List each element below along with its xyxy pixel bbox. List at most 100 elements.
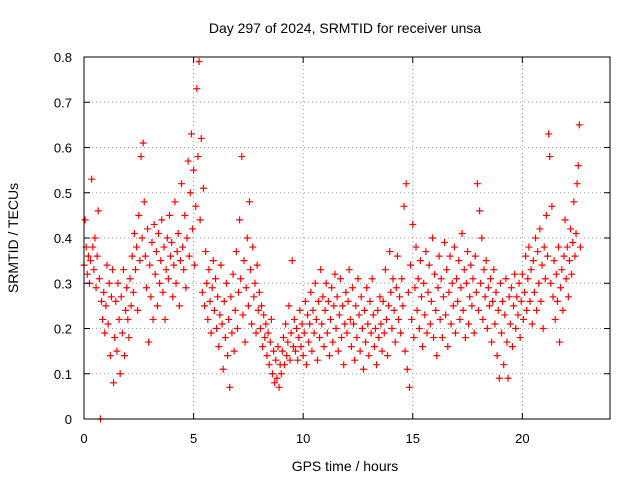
data-point: [258, 302, 266, 310]
data-point: [363, 284, 371, 292]
data-point: [477, 279, 485, 287]
data-point: [254, 306, 262, 314]
data-point: [513, 293, 521, 301]
data-point: [331, 270, 339, 278]
data-point: [268, 370, 276, 378]
y-axis-label: SRMTID / TECUs: [5, 183, 21, 293]
data-point: [308, 347, 316, 355]
data-point: [399, 302, 407, 310]
data-point: [423, 329, 431, 337]
data-point: [369, 311, 377, 319]
data-point: [87, 257, 95, 265]
data-point: [338, 334, 346, 342]
data-point: [89, 243, 97, 251]
data-point: [444, 343, 452, 351]
data-point: [225, 315, 233, 323]
data-point: [421, 311, 429, 319]
data-point: [451, 329, 459, 337]
data-point: [255, 288, 263, 296]
data-point: [171, 198, 179, 206]
data-point: [473, 180, 481, 188]
data-point: [158, 216, 166, 224]
data-point: [410, 334, 418, 342]
data-point: [411, 284, 419, 292]
data-point: [386, 248, 394, 256]
data-point: [192, 202, 200, 210]
data-point: [306, 320, 314, 328]
data-point: [374, 306, 382, 314]
data-point: [462, 279, 470, 287]
data-point: [210, 306, 218, 314]
data-point: [212, 275, 219, 283]
data-point: [435, 252, 443, 260]
data-point: [380, 329, 388, 337]
data-point: [574, 162, 582, 170]
data-point: [274, 343, 282, 351]
data-point: [495, 374, 503, 382]
data-point: [238, 153, 246, 161]
data-point: [393, 252, 401, 260]
data-point: [259, 343, 267, 351]
data-point: [140, 198, 148, 206]
data-point: [346, 315, 354, 323]
data-point: [552, 270, 560, 278]
data-point: [558, 266, 566, 274]
data-point: [104, 320, 112, 328]
data-point: [573, 180, 581, 188]
data-point: [539, 325, 547, 332]
y-tick-label: 0.1: [54, 367, 72, 382]
data-point: [313, 356, 321, 364]
data-point: [408, 315, 416, 323]
data-point: [317, 266, 325, 274]
data-point: [392, 284, 400, 292]
data-point: [122, 306, 130, 314]
data-point: [391, 338, 399, 346]
data-point: [333, 293, 341, 301]
data-point: [334, 347, 342, 355]
data-point: [502, 275, 510, 283]
data-point: [221, 334, 229, 342]
data-point: [464, 248, 472, 256]
data-point: [545, 130, 553, 138]
data-point: [547, 279, 555, 287]
data-point: [176, 257, 184, 265]
data-point: [302, 361, 310, 369]
data-point: [92, 284, 100, 292]
data-point: [575, 121, 583, 129]
data-point: [534, 248, 542, 256]
data-point: [448, 279, 456, 287]
data-point: [460, 266, 468, 274]
data-point: [488, 338, 496, 346]
data-point: [190, 166, 198, 174]
data-point: [438, 334, 446, 342]
data-point: [188, 225, 196, 233]
data-point: [198, 288, 206, 296]
data-point: [350, 320, 358, 328]
data-point: [450, 243, 458, 251]
data-point: [428, 234, 436, 242]
data-point: [91, 234, 99, 242]
data-point: [123, 284, 131, 292]
data-point: [127, 302, 135, 310]
data-point: [84, 252, 92, 260]
data-point: [170, 261, 178, 269]
data-point: [196, 216, 204, 224]
data-point: [427, 297, 435, 305]
data-point: [487, 275, 495, 283]
data-point: [536, 225, 544, 233]
data-point: [138, 234, 146, 242]
data-point: [278, 347, 286, 355]
x-axis-label: GPS time / hours: [292, 458, 399, 474]
data-point: [315, 297, 323, 305]
data-point: [316, 334, 324, 342]
data-point: [260, 311, 268, 319]
data-point: [197, 134, 205, 142]
data-point: [441, 239, 449, 247]
data-point: [132, 266, 140, 274]
data-point: [202, 248, 210, 256]
data-point: [160, 243, 168, 251]
data-point: [484, 284, 492, 292]
data-point: [169, 293, 177, 301]
data-point: [402, 180, 410, 188]
data-point: [240, 257, 248, 265]
